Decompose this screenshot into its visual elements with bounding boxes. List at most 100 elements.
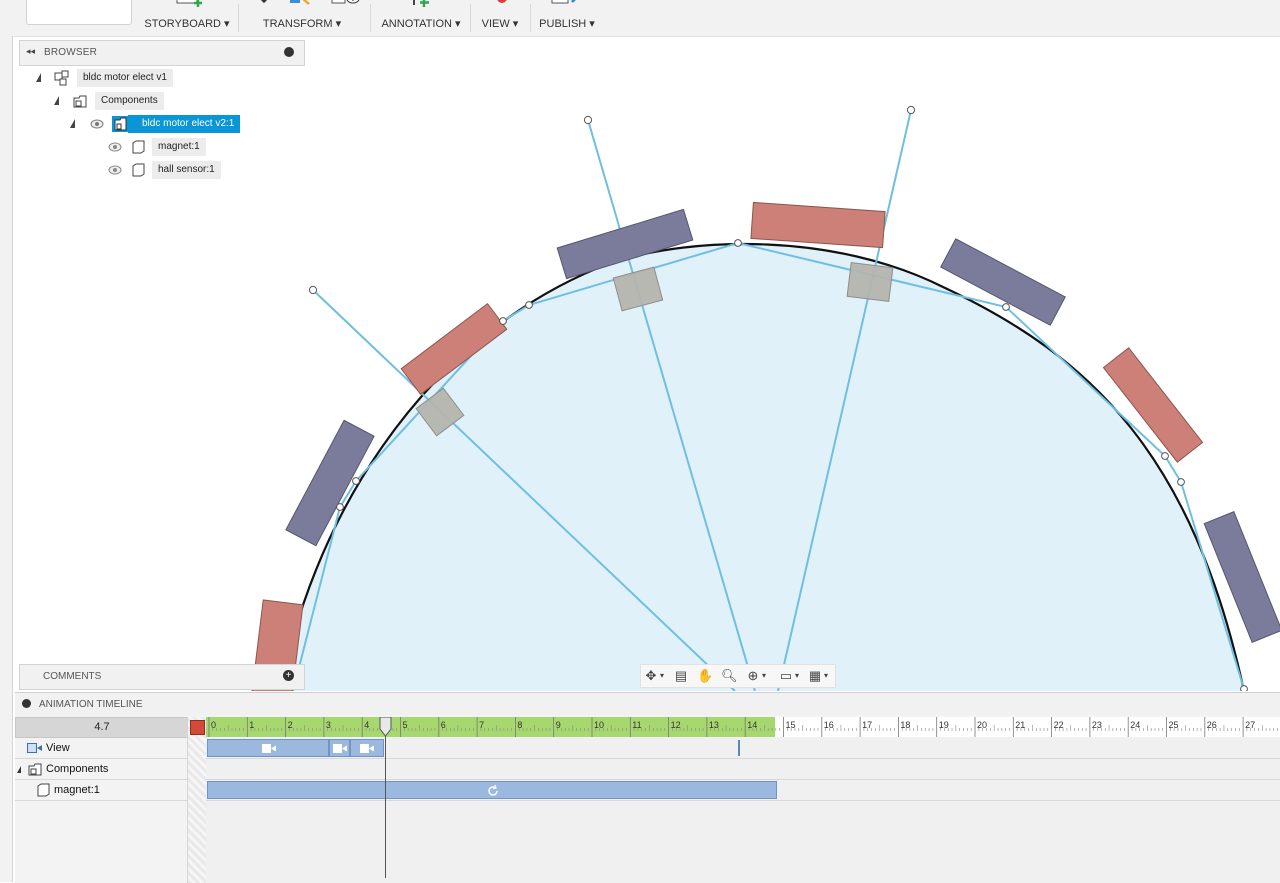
- active-range: [206, 717, 775, 737]
- assembly-icon: [54, 70, 69, 86]
- ruler-label: 27: [1245, 720, 1255, 730]
- timeline-row-view[interactable]: View: [15, 738, 187, 759]
- browser-item-components[interactable]: Components: [52, 92, 292, 110]
- dropdown-arrow-icon[interactable]: ▾: [823, 671, 828, 680]
- camera-icon: [262, 744, 276, 753]
- magnet-blue[interactable]: [285, 419, 375, 547]
- toolbar-divider: [470, 4, 471, 32]
- browser-title: BROWSER: [44, 47, 98, 58]
- view-keyframe[interactable]: [738, 740, 740, 756]
- ruler-label: 24: [1130, 720, 1140, 730]
- hall-sensor[interactable]: [612, 266, 664, 312]
- browser-item-magnet[interactable]: magnet:1: [104, 138, 304, 156]
- navigation-bar: ✥ ▾ ▤ ✋ 🔍︎ ⊕ ▾ ▭ ▾ ▦ ▾: [640, 664, 836, 688]
- delete-keyframes-icon[interactable]: [190, 720, 205, 735]
- magnet-blue[interactable]: [940, 238, 1066, 326]
- look-at-icon[interactable]: ▤: [674, 668, 688, 683]
- timeline-row-label: View: [46, 742, 70, 754]
- sketch-points[interactable]: [308, 105, 1248, 691]
- annotation-menu[interactable]: ANNOTATION ▾: [378, 0, 464, 36]
- magnet-red[interactable]: [750, 201, 886, 249]
- timeline-header[interactable]: ANIMATION TIMELINE: [15, 693, 1280, 715]
- ruler-label: 19: [939, 720, 949, 730]
- transform-menu[interactable]: TRANSFORM ▾: [250, 0, 360, 36]
- orbit-icon[interactable]: ✥: [645, 668, 657, 683]
- timeline-tracks[interactable]: [206, 738, 1280, 883]
- grid-settings-icon[interactable]: ▦: [808, 668, 822, 683]
- ruler-label: 18: [900, 720, 910, 730]
- collapse-timeline-icon[interactable]: [22, 699, 31, 708]
- rotor-disc[interactable]: [281, 244, 1244, 691]
- view-clip[interactable]: [207, 739, 329, 757]
- view-clip[interactable]: [329, 739, 350, 757]
- ruler-label: 22: [1054, 720, 1064, 730]
- workspace-switcher[interactable]: [26, 0, 132, 25]
- magnet-blue[interactable]: [1203, 511, 1280, 643]
- timeline-row-label: Components: [46, 763, 109, 775]
- viewport-canvas[interactable]: [13, 37, 1280, 691]
- expand-triangle-icon[interactable]: [17, 766, 21, 773]
- dropdown-arrow-icon[interactable]: ▾: [761, 671, 766, 680]
- track-divider: [206, 779, 1280, 780]
- expand-triangle-icon[interactable]: [36, 73, 41, 82]
- publish-menu[interactable]: PUBLISH ▾: [536, 0, 598, 36]
- ruler-label: 1: [249, 720, 254, 730]
- components-folder-icon: [73, 95, 87, 108]
- dropdown-arrow-icon[interactable]: ▾: [794, 671, 799, 680]
- current-time-field[interactable]: 4.7: [15, 717, 189, 738]
- browser-item-root[interactable]: bldc motor elect v1: [34, 69, 294, 87]
- view-menu[interactable]: VIEW ▾: [476, 0, 524, 36]
- transform-label: TRANSFORM ▾: [262, 18, 342, 30]
- publish-label: PUBLISH ▾: [539, 18, 595, 30]
- new-storyboard-icon: [176, 0, 202, 7]
- dropdown-arrow-icon[interactable]: ▾: [659, 671, 664, 680]
- visibility-eye-icon[interactable]: [90, 118, 104, 130]
- visibility-eye-icon[interactable]: [108, 164, 122, 176]
- ruler-label: 16: [824, 720, 834, 730]
- magnet-red[interactable]: [400, 303, 508, 395]
- magnet-blue[interactable]: [556, 208, 694, 280]
- hall-sensor[interactable]: [846, 262, 894, 302]
- magnet-red[interactable]: [1102, 347, 1204, 463]
- pan-icon[interactable]: ✋: [697, 668, 714, 683]
- visibility-eye-icon[interactable]: [108, 141, 122, 153]
- ruler-label: 11: [632, 720, 641, 730]
- toolbar-divider: [238, 4, 239, 32]
- ruler-label: 3: [326, 720, 331, 730]
- hall-sensors[interactable]: [415, 262, 894, 437]
- fit-icon[interactable]: ⊕: [747, 668, 759, 683]
- ruler-label: 8: [517, 720, 522, 730]
- add-comment-icon[interactable]: +: [283, 670, 294, 681]
- ruler-label: 21: [1015, 720, 1025, 730]
- zoom-icon[interactable]: 🔍︎: [721, 668, 738, 683]
- timeline-ruler[interactable]: 0 1 2 3 4 5 6 7 8 9 10 11 12 13 14 15 16 17 18 19 20 21 22 23 24…: [206, 717, 1280, 737]
- playhead-handle[interactable]: [379, 717, 392, 737]
- expand-triangle-icon[interactable]: [70, 119, 75, 128]
- ruler-label: 26: [1207, 720, 1217, 730]
- magnets[interactable]: [250, 201, 1280, 691]
- timeline-row-magnet[interactable]: magnet:1: [15, 780, 187, 801]
- ruler-label: 12: [671, 720, 681, 730]
- expand-triangle-icon[interactable]: [54, 96, 59, 105]
- ruler-label: 5: [403, 720, 408, 730]
- hall-sensor[interactable]: [415, 387, 465, 437]
- display-settings-icon[interactable]: ▭: [779, 668, 793, 683]
- storyboard-menu[interactable]: STORYBOARD ▾: [142, 0, 232, 36]
- ruler-label: 17: [862, 720, 872, 730]
- minimize-icon[interactable]: [284, 47, 294, 57]
- browser-item-label: bldc motor elect v1: [77, 69, 173, 87]
- camera-icon: [360, 744, 374, 753]
- magnet-rotation-clip[interactable]: [207, 781, 777, 799]
- toolbar: STORYBOARD ▾ TRANSFORM ▾ ANNOTATION ▾ VI…: [0, 0, 1280, 37]
- ruler-label: 25: [1169, 720, 1179, 730]
- comments-panel-header[interactable]: COMMENTS +: [19, 664, 305, 690]
- browser-item-component[interactable]: bldc motor elect v2:1: [68, 115, 298, 133]
- browser-item-hall-sensor[interactable]: hall sensor:1: [104, 161, 304, 179]
- browser-item-label: Components: [95, 92, 164, 110]
- collapse-panel-icon[interactable]: ◂◂: [26, 46, 36, 56]
- view-clip[interactable]: [350, 739, 384, 757]
- timeline-row-components[interactable]: Components: [15, 759, 187, 780]
- browser-panel-header[interactable]: ◂◂ BROWSER: [19, 40, 305, 66]
- ruler-label: 20: [977, 720, 987, 730]
- toolbar-divider: [530, 4, 531, 32]
